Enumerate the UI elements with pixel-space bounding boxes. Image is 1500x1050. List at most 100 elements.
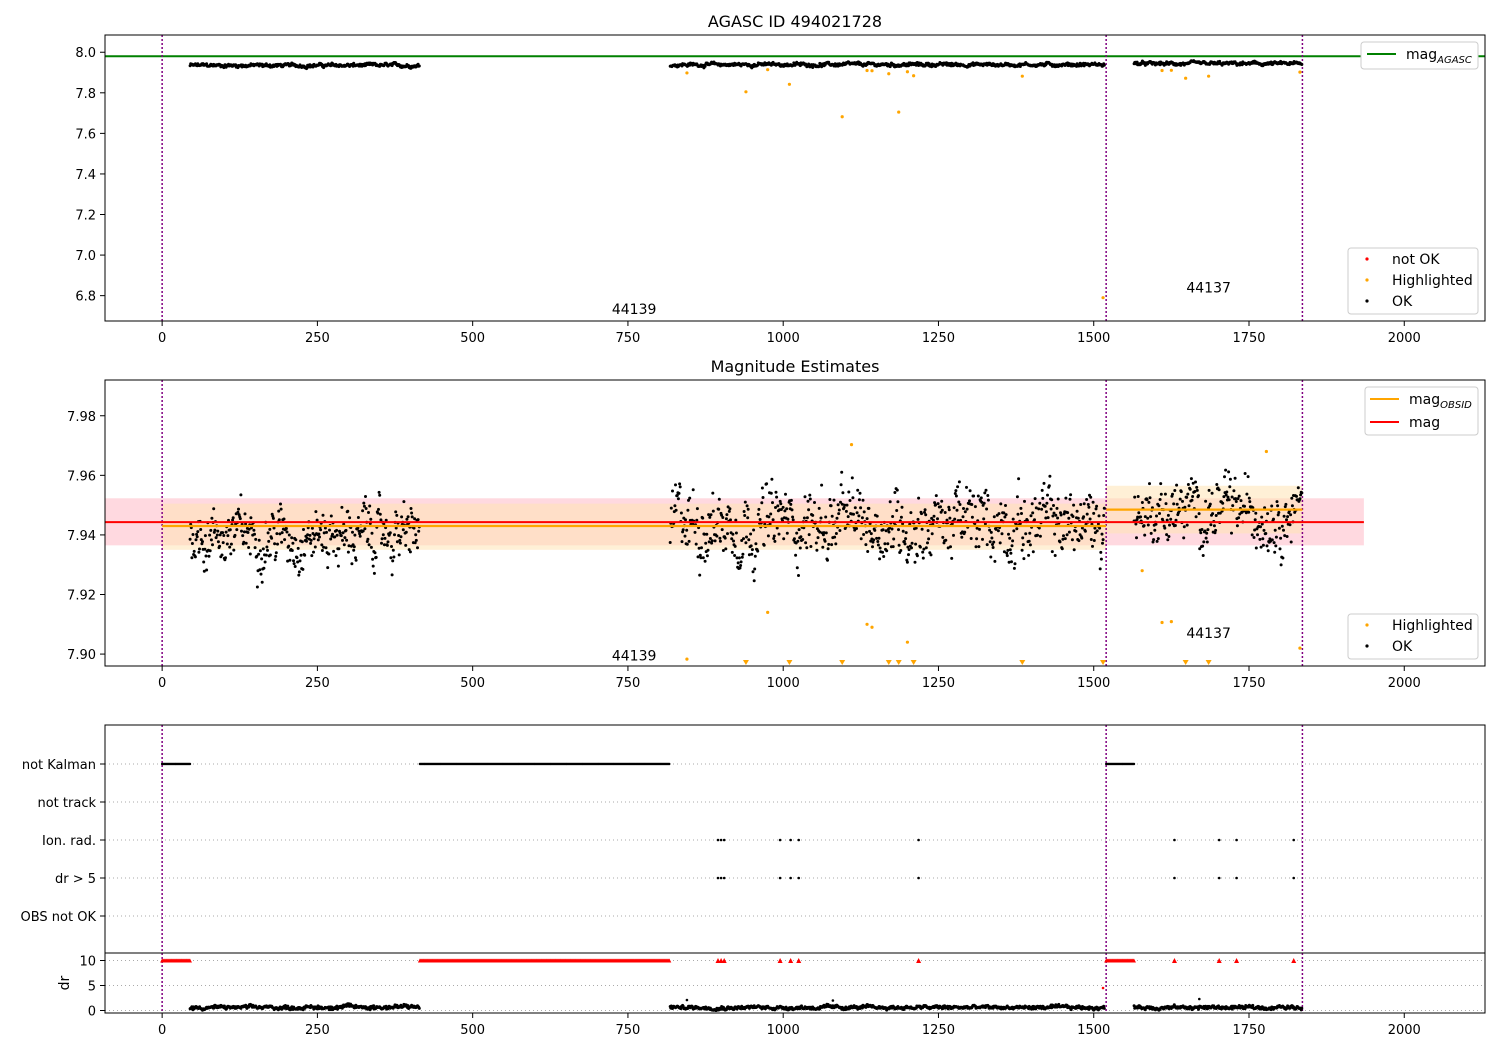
ok-point [948,516,952,520]
ok-point [1093,526,1097,530]
ok-point [1281,556,1285,560]
flag-point [1217,838,1221,842]
ok-point [1252,536,1256,539]
ok-point [1030,502,1034,506]
ok-point [897,528,900,532]
ok-point [1053,554,1057,557]
ok-point [893,491,897,494]
ok-point [1274,535,1278,539]
ok-point [1083,529,1087,533]
ok-point [957,500,961,504]
ok-point [1247,510,1251,514]
ok-point [830,514,834,518]
ok-point [376,511,380,515]
ok-point [305,539,308,543]
ok-point [859,537,863,541]
ok-point [346,509,350,513]
ok-point [1067,516,1071,520]
ok-point [779,508,783,511]
ok-point [1200,528,1204,531]
ok-point [1080,536,1084,540]
ok-point [1214,528,1218,532]
ok-point [746,507,750,511]
ok-point [1197,1007,1200,1011]
ok-point [839,483,843,487]
ok-point [730,537,734,541]
ok-point [742,510,746,513]
ok-point [283,538,287,542]
ok-point [1254,511,1258,515]
ok-point [1273,550,1277,554]
ok-point [286,559,290,563]
legend-highlighted-label: Highlighted [1392,618,1473,634]
ok-point [340,505,344,509]
ok-point [717,497,721,501]
ok-point [1179,490,1183,494]
ok-point [266,548,269,552]
ok-point [334,554,338,558]
ok-point [225,542,229,546]
ok-point [352,548,356,552]
ok-point [878,546,882,550]
ok-point [770,477,774,481]
flag-point [1132,762,1136,766]
ok-point [792,537,796,541]
ok-point [368,504,372,508]
ok-point [1031,550,1035,554]
ok-point [1072,548,1076,552]
ok-point [417,529,421,533]
ok-point [1045,501,1049,505]
ok-point [399,535,403,539]
ok-point [709,513,713,517]
flag-point [789,838,792,842]
ok-point [408,550,412,554]
ok-point [1205,531,1209,535]
ok-point [982,501,986,505]
ok-point [371,564,375,568]
ok-point [703,559,707,563]
ok-point [767,515,771,519]
ok-point [752,579,756,583]
ok-point [1245,492,1249,496]
ok-point [884,529,888,533]
ok-point [697,546,701,550]
ok-point [1022,557,1026,561]
ok-point [988,540,992,544]
ok-point [1166,538,1170,542]
ok-point [190,556,194,560]
ok-point [1089,538,1093,541]
ok-point [1235,524,1239,528]
ok-point [407,548,411,552]
highlighted-point [685,657,689,661]
ok-point [295,556,299,560]
ok-point [287,544,291,548]
ok-point [397,534,401,537]
ok-point [736,561,740,565]
ok-point [1296,486,1300,490]
off-scale-marker [885,660,892,665]
ok-point [913,560,917,564]
ok-point [733,544,737,548]
ok-point [1099,550,1103,554]
ok-point [358,532,362,536]
ok-point [685,528,689,532]
ok-point [752,528,756,532]
ok-point [1250,533,1254,537]
ok-point [351,530,354,534]
ok-point [813,501,816,504]
ok-point [1061,537,1065,541]
ok-point [1158,512,1161,515]
ok-point [1102,514,1106,517]
ok-point [1195,485,1199,489]
ok-point [797,574,800,577]
ok-point [1080,526,1084,530]
ok-point [1272,541,1276,545]
ok-point [1264,532,1268,535]
ok-point [762,543,766,547]
ok-point [677,491,681,495]
ok-point [789,502,793,506]
ok-point [366,537,370,541]
ok-point [1185,495,1189,499]
ok-point [731,532,735,536]
ok-point [1276,513,1280,517]
